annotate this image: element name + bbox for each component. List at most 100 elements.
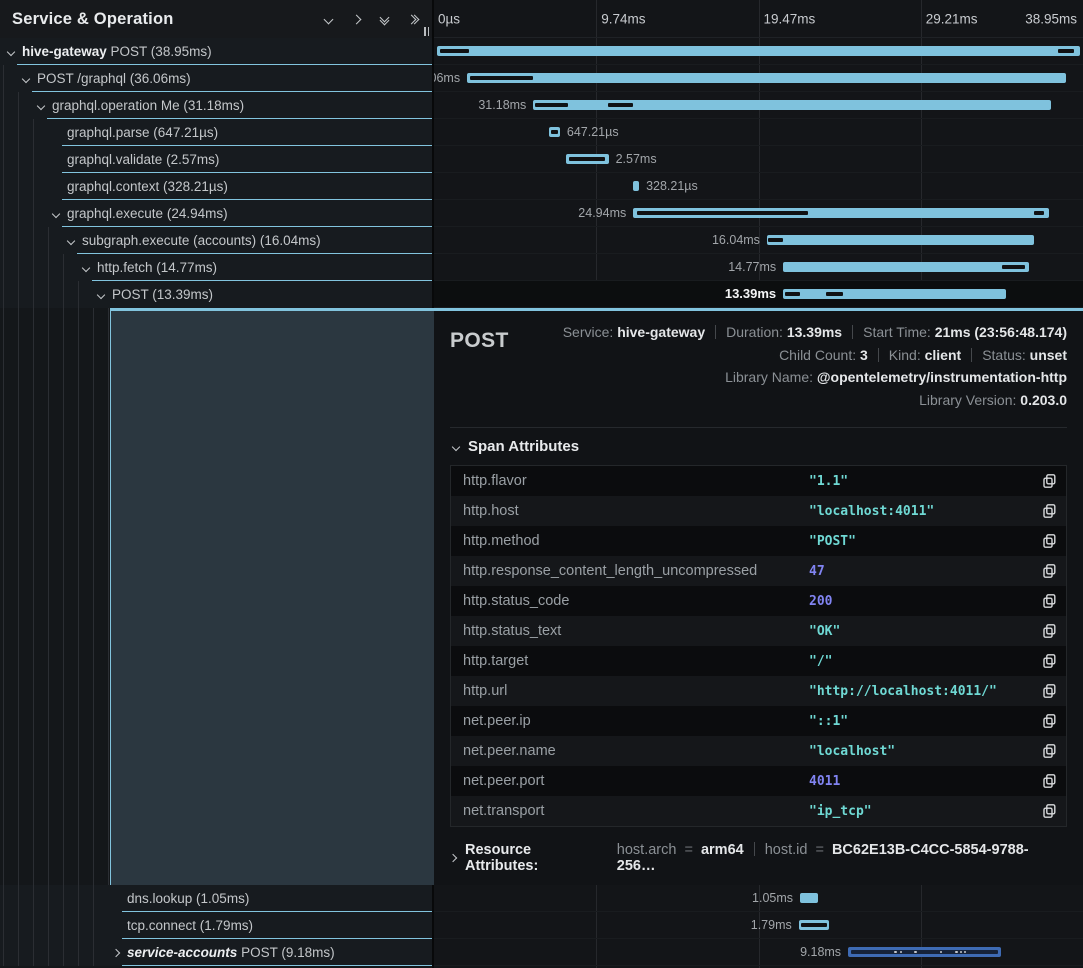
bar-duration-label: 9.18ms [800, 945, 842, 959]
span-bar[interactable] [783, 289, 1007, 299]
span-bar[interactable] [548, 127, 560, 137]
bar-subspan-dash [955, 950, 959, 953]
row-underline [62, 199, 432, 200]
copy-icon[interactable] [1041, 653, 1057, 669]
timeline-row[interactable]: 647.21µs [434, 119, 1083, 146]
timeline-tick-0: 0µs [438, 11, 461, 26]
copy-icon[interactable] [1041, 563, 1057, 579]
attribute-value: "1.1" [809, 473, 849, 489]
attribute-row[interactable]: net.peer.ip "::1" [451, 706, 1066, 736]
meta-separator [877, 347, 879, 362]
tree-row[interactable]: hive-gateway POST (38.95ms) [0, 38, 432, 65]
detail-body: POST Service: hive-gateway Duration: 13.3… [110, 308, 1083, 885]
span-bar[interactable] [766, 235, 1035, 245]
timeline-row[interactable]: 13.39ms [434, 281, 1083, 308]
copy-icon[interactable] [1041, 503, 1057, 519]
panel-resize-handle[interactable] [424, 27, 429, 36]
attribute-row[interactable]: http.status_code 200 [451, 586, 1066, 616]
timeline-row[interactable]: 328.21µs [434, 173, 1083, 200]
tree-row[interactable]: graphql.operation Me (31.18ms) [0, 92, 432, 119]
attribute-row[interactable]: net.transport "ip_tcp" [451, 796, 1066, 826]
copy-icon[interactable] [1041, 623, 1057, 639]
double-chevron-down-icon[interactable] [371, 6, 398, 33]
span-attributes-header[interactable]: Span Attributes [450, 438, 1067, 455]
timeline-row[interactable]: 2.57ms [434, 146, 1083, 173]
span-bar[interactable] [467, 73, 1067, 83]
timeline-row[interactable]: 14.77ms [434, 254, 1083, 281]
attribute-row[interactable]: http.target "/" [451, 646, 1066, 676]
meta-line: Service: hive-gateway Duration: 13.39ms St… [563, 321, 1067, 344]
tree-row[interactable]: dns.lookup (1.05ms) [0, 885, 432, 912]
span-label: subgraph.execute (accounts) (16.04ms) [82, 233, 321, 248]
bar-child-marker [637, 211, 808, 215]
timeline-top: 36.06ms 31.18ms 647.21µs 2.57ms 328.21µs 24.9… [434, 38, 1083, 308]
chevron-down-icon[interactable] [81, 263, 90, 272]
tree-row[interactable]: tcp.connect (1.79ms) [0, 912, 432, 939]
copy-icon[interactable] [1041, 773, 1057, 789]
tree-row[interactable]: POST (13.39ms) [0, 281, 432, 308]
double-chevron-right-icon[interactable] [399, 6, 426, 33]
tree-row[interactable]: subgraph.execute (accounts) (16.04ms) [0, 227, 432, 254]
span-bar[interactable] [848, 947, 1002, 957]
bar-duration-label: 14.77ms [728, 260, 777, 274]
tree-row[interactable]: POST /graphql (36.06ms) [0, 65, 432, 92]
chevron-down-icon[interactable] [36, 101, 45, 110]
resource-attributes-row[interactable]: Resource Attributes: host.arch = arm64 ho… [448, 842, 1067, 874]
attribute-row[interactable]: net.peer.port 4011 [451, 766, 1066, 796]
chevron-down-icon[interactable] [6, 47, 15, 56]
bar-duration-label: 24.94ms [578, 206, 627, 220]
chevron-down-icon[interactable] [315, 6, 342, 33]
indent-guide [3, 912, 18, 939]
span-bar[interactable] [800, 893, 818, 903]
indent-guide [33, 173, 48, 200]
indent-guide [33, 227, 48, 254]
timeline-row[interactable]: 36.06ms [434, 65, 1083, 92]
chevron-down-icon[interactable] [96, 290, 105, 299]
chevron-right-icon[interactable] [111, 948, 120, 957]
attribute-row[interactable]: http.response_content_length_uncompresse… [451, 556, 1066, 586]
indent-guide [78, 939, 93, 966]
timeline-row[interactable]: 31.18ms [434, 92, 1083, 119]
chevron-down-icon[interactable] [66, 236, 75, 245]
copy-icon[interactable] [1041, 683, 1057, 699]
indent-guide [93, 885, 108, 912]
span-bar[interactable] [565, 154, 609, 164]
attribute-row[interactable]: http.host "localhost:4011" [451, 496, 1066, 526]
tree-row[interactable]: graphql.parse (647.21µs) [0, 119, 432, 146]
copy-icon[interactable] [1041, 593, 1057, 609]
tree-row[interactable]: graphql.context (328.21µs) [0, 173, 432, 200]
tree-row[interactable]: service-accounts POST (9.18ms) [0, 939, 432, 966]
chevron-down-icon[interactable] [21, 74, 30, 83]
tree-row[interactable]: http.fetch (14.77ms) [0, 254, 432, 281]
copy-icon[interactable] [1041, 713, 1057, 729]
span-bar[interactable] [798, 920, 829, 930]
indent-guide [48, 281, 63, 308]
indent-guide [3, 254, 18, 281]
timeline-row[interactable]: 9.18ms [434, 939, 1083, 966]
span-bar[interactable] [783, 262, 1030, 272]
timeline-row[interactable] [434, 38, 1083, 65]
attribute-row[interactable]: net.peer.name "localhost" [451, 736, 1066, 766]
attribute-row[interactable]: http.url "http://localhost:4011/" [451, 676, 1066, 706]
span-bar[interactable] [633, 181, 640, 191]
timeline-row[interactable]: 1.79ms [434, 912, 1083, 939]
span-bar[interactable] [533, 100, 1051, 110]
span-bar[interactable] [436, 46, 1081, 56]
copy-icon[interactable] [1041, 803, 1057, 819]
copy-icon[interactable] [1041, 743, 1057, 759]
indent-guide [18, 227, 33, 254]
span-bar[interactable] [633, 208, 1049, 218]
attribute-row[interactable]: http.flavor "1.1" [451, 466, 1066, 496]
attribute-row[interactable]: http.method "POST" [451, 526, 1066, 556]
meta-label: Library Name: [725, 369, 817, 385]
copy-icon[interactable] [1041, 533, 1057, 549]
timeline-row[interactable]: 1.05ms [434, 885, 1083, 912]
chevron-down-icon[interactable] [51, 209, 60, 218]
tree-row[interactable]: graphql.execute (24.94ms) [0, 200, 432, 227]
tree-row[interactable]: graphql.validate (2.57ms) [0, 146, 432, 173]
chevron-right-icon[interactable] [343, 6, 370, 33]
copy-icon[interactable] [1041, 473, 1057, 489]
timeline-row[interactable]: 16.04ms [434, 227, 1083, 254]
timeline-row[interactable]: 24.94ms [434, 200, 1083, 227]
attribute-row[interactable]: http.status_text "OK" [451, 616, 1066, 646]
